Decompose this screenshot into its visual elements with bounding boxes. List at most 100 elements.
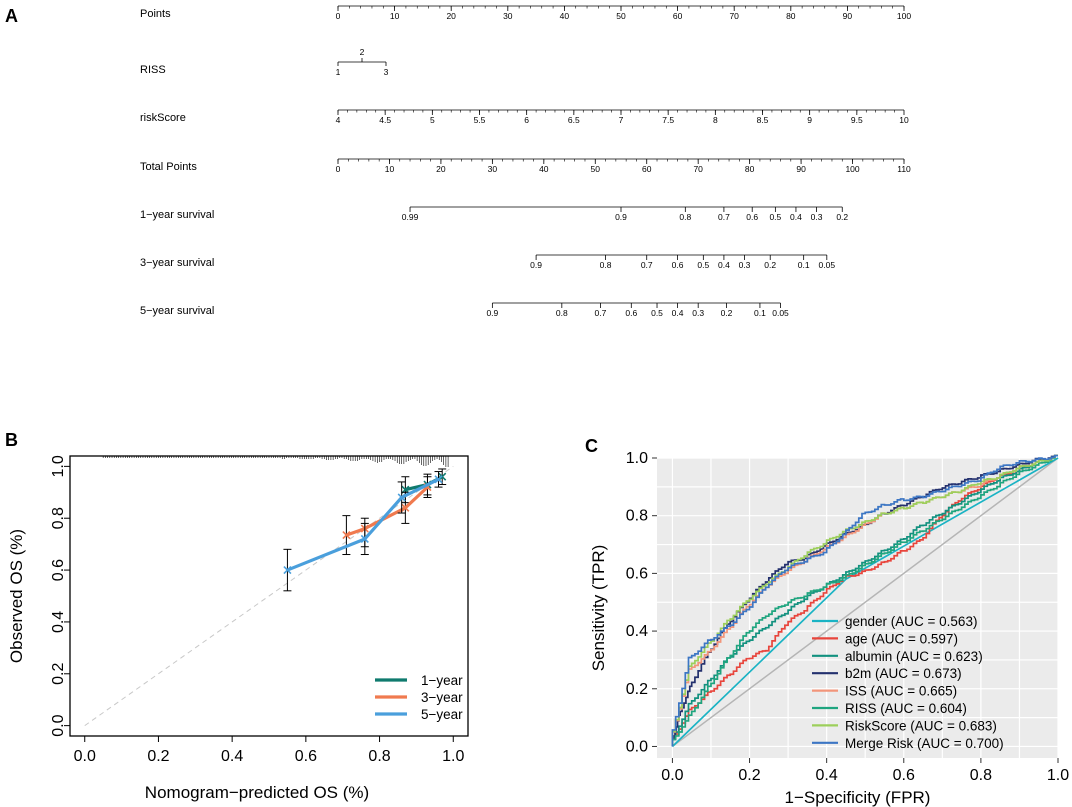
nomogram-tick-label: 0.9 [530, 260, 542, 270]
x-axis-title: Nomogram−predicted OS (%) [145, 783, 369, 802]
x-tick-label: 1.0 [1047, 767, 1069, 784]
x-tick-label: 0.8 [970, 767, 992, 784]
nomogram-row-label: RISS [140, 64, 166, 76]
nomogram-tick-label: 1 [336, 67, 341, 77]
roc-curve [671, 454, 1058, 747]
nomogram-tick-label: 5 [430, 115, 435, 125]
nomogram-tick-label: 50 [616, 11, 626, 21]
y-tick-label: 0.2 [626, 681, 648, 698]
series-marker [401, 503, 410, 512]
nomogram-tick-label: 0.05 [819, 260, 836, 270]
nomogram-tick-label: 7.5 [662, 115, 674, 125]
calibration-panel: B 0.0 0.2 0.4 0.6 0.8 1.0 0.0 0.2 0.4 0.6 0.8 1.0 No… [5, 430, 469, 802]
nomogram-tick-label: 0.6 [625, 308, 637, 318]
legend-label: RISS (AUC = 0.604) [845, 701, 967, 716]
roc-panel: C 0.0 0.2 0.4 0.6 0.8 1.0 0.0 0.2 0.4 0.6 0.8 1.0 1−… [585, 436, 1069, 807]
roc-curve [671, 454, 1058, 747]
nomogram-tick-label: 40 [539, 164, 549, 174]
nomogram-row-label: 3−year survival [140, 257, 214, 269]
nomogram-tick-label: 4 [336, 115, 341, 125]
series-5−year [283, 471, 443, 592]
x-tick-label: 0.4 [816, 767, 838, 784]
nomogram-tick-label: 0.5 [769, 212, 781, 222]
legend-label: Merge Risk (AUC = 0.700) [845, 736, 1004, 751]
nomogram-tick-label: 2 [360, 47, 365, 57]
series-marker [283, 566, 292, 575]
y-tick-label: 0.4 [50, 611, 67, 633]
nomogram-row: Total Points 0 10 20 30 40 50 60 70 80 90 100 110 [140, 158, 911, 174]
x-tick-label: 1.0 [442, 748, 464, 765]
nomogram-tick-label: 20 [446, 11, 456, 21]
x-tick-label: 0.2 [147, 748, 169, 765]
chance-diagonal [671, 457, 1059, 748]
y-axis-title: Sensitivity (TPR) [589, 545, 608, 672]
y-tick-label: 0.6 [626, 565, 648, 582]
nomogram-tick-label: 0.1 [754, 308, 766, 318]
series-marker [434, 475, 443, 484]
nomogram-tick-label: 0.9 [615, 212, 627, 222]
nomogram-tick-label: 10 [390, 11, 400, 21]
nomogram-tick-label: 0.3 [692, 308, 704, 318]
y-tick-label: 0.4 [626, 623, 648, 640]
roc-curve [671, 454, 1058, 747]
nomogram-tick-label: 9 [807, 115, 812, 125]
y-tick-label: 0.0 [50, 714, 67, 736]
legend-label: 1−year [421, 673, 463, 688]
nomogram-tick-label: 80 [745, 164, 755, 174]
nomogram-tick-label: 0.2 [836, 212, 848, 222]
nomogram-tick-label: 4.5 [379, 115, 391, 125]
x-tick-label: 0.2 [738, 767, 760, 784]
nomogram-tick-label: 90 [843, 11, 853, 21]
nomogram-tick-label: 60 [673, 11, 683, 21]
roc-curve [671, 454, 1058, 747]
y-axis-title: Observed OS (%) [7, 529, 26, 663]
legend-label: age (AUC = 0.597) [845, 631, 958, 646]
nomogram-tick-label: 0.7 [641, 260, 653, 270]
nomogram-tick-label: 0.4 [672, 308, 684, 318]
y-tick-label: 0.2 [50, 663, 67, 685]
nomogram-tick-label: 0.4 [790, 212, 802, 222]
nomogram-row-label: 1−year survival [140, 209, 214, 221]
nomogram-tick-label: 0.8 [556, 308, 568, 318]
panel-label-b: B [5, 430, 18, 450]
nomogram-tick-label: 0 [336, 164, 341, 174]
nomogram-row: Points 0 10 20 30 40 50 60 70 80 90 100 [140, 5, 911, 21]
x-tick-label: 0.0 [74, 748, 96, 765]
nomogram-tick-label: 0.05 [772, 308, 789, 318]
y-tick-label: 0.8 [626, 508, 648, 525]
series-marker [360, 534, 369, 544]
nomogram-tick-label: 0.3 [811, 212, 823, 222]
series-marker [342, 531, 351, 540]
nomogram-row: 1−year survival 0.99 0.9 0.8 0.7 0.6 0.5 0.4 0.3… [140, 206, 848, 222]
legend-label: albumin (AUC = 0.623) [845, 649, 983, 664]
nomogram-tick-label: 100 [897, 11, 911, 21]
nomogram-tick-label: 0.1 [798, 260, 810, 270]
nomogram-row: riskScore 4 4.5 5 5.5 6 6.5 7 7.5 8 8.5 9 9.5 10 [140, 109, 909, 125]
nomogram-tick-label: 80 [786, 11, 796, 21]
nomogram-tick-label: 0.99 [402, 212, 419, 222]
series-marker [397, 493, 406, 502]
nomogram-tick-label: 0.3 [739, 260, 751, 270]
legend-label: ISS (AUC = 0.665) [845, 684, 957, 699]
nomogram-row: RISS 1 2 3 [140, 47, 389, 77]
nomogram-tick-label: 0.4 [718, 260, 730, 270]
nomogram-tick-label: 0.5 [697, 260, 709, 270]
nomogram-tick-label: 0.5 [651, 308, 663, 318]
nomogram-tick-label: 0.7 [718, 212, 730, 222]
panel-label-c: C [585, 436, 598, 456]
legend-label: 5−year [421, 707, 463, 722]
nomogram-tick-label: 40 [560, 11, 570, 21]
series-line [286, 477, 440, 572]
nomogram-tick-label: 7 [619, 115, 624, 125]
reference-diagonal [84, 465, 454, 727]
nomogram-tick-label: 6 [524, 115, 529, 125]
y-tick-label: 0.6 [50, 559, 67, 581]
nomogram-tick-label: 0.7 [595, 308, 607, 318]
nomogram-row-label: Total Points [140, 161, 197, 173]
nomogram-tick-label: 0.6 [746, 212, 758, 222]
roc-curve [671, 454, 1058, 747]
nomogram-tick-label: 0.2 [764, 260, 776, 270]
nomogram-tick-label: 9.5 [851, 115, 863, 125]
